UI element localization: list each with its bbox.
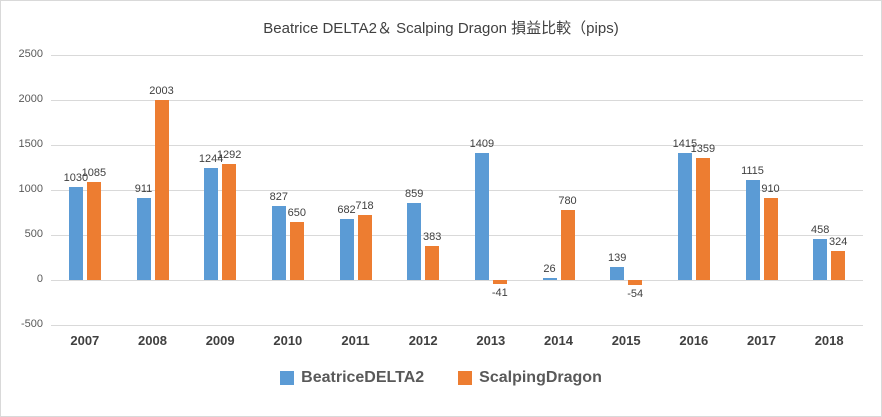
x-category-label: 2013 [476, 333, 506, 348]
bar-value-label: 859 [404, 187, 424, 200]
y-tick-label: -500 [20, 318, 43, 330]
gridline [51, 145, 863, 146]
bar-beatricedelta2-2017 [745, 179, 760, 280]
bar-value-label: 1085 [81, 167, 107, 180]
x-category-label: 2016 [679, 333, 709, 348]
bar-value-label: 827 [269, 190, 289, 203]
legend-swatch-orange [458, 371, 473, 385]
bar-value-label: 911 [134, 183, 153, 195]
bar-beatricedelta2-2009 [204, 168, 219, 280]
gridline [51, 235, 863, 236]
bar-value-label: -54 [627, 287, 644, 300]
x-category-label: 2009 [205, 333, 235, 348]
bar-scalpingdragon-2012 [425, 245, 440, 280]
bar-scalpingdragon-2018 [831, 250, 846, 280]
legend-label-scalpingdragon: ScalpingDragon [479, 369, 602, 386]
x-category-label: 2017 [747, 333, 776, 348]
bar-value-label: 910 [761, 183, 780, 196]
plot-area: -500 0 500 1000 1500 2000 2500 1030 1085 911 2003 1… [19, 48, 863, 330]
gridline [51, 55, 863, 56]
bar-value-label: 682 [337, 203, 356, 216]
bar-beatricedelta2-2018 [813, 238, 828, 280]
bar-value-label: 2003 [149, 84, 174, 97]
bar-value-label: 139 [607, 252, 627, 265]
bar-value-label: 650 [287, 206, 307, 219]
bar-scalpingdragon-2008 [154, 99, 169, 280]
bar-scalpingdragon-2015 [628, 280, 643, 285]
bar-scalpingdragon-2013 [492, 280, 507, 284]
y-tick-label: 0 [36, 273, 43, 285]
x-category-label: 2015 [611, 333, 641, 348]
bar-scalpingdragon-2014 [560, 209, 575, 280]
y-tick-label: 500 [24, 228, 43, 240]
bar-scalpingdragon-2007 [86, 182, 101, 280]
legend-swatch-blue [280, 371, 295, 385]
x-axis: 2007 2008 2009 2010 2011 2012 2013 2014 2015 2016… [51, 333, 863, 353]
bar-value-label: 1115 [741, 164, 764, 177]
x-category-label: 2010 [273, 333, 303, 348]
bar-beatricedelta2-2016 [677, 152, 692, 280]
bar-scalpingdragon-2010 [289, 221, 304, 280]
gridline [51, 190, 863, 191]
bar-value-label: 1359 [690, 142, 716, 155]
y-tick-label: 1000 [18, 183, 43, 195]
bar-beatricedelta2-2010 [271, 205, 286, 280]
y-tick-label: 1500 [18, 138, 43, 150]
bar-value-label: 383 [422, 230, 442, 243]
bar-value-label: -41 [491, 286, 508, 299]
gridline [51, 100, 863, 101]
bar-value-label: 1244 [198, 153, 224, 166]
bar-value-label: 718 [355, 200, 374, 213]
bar-beatricedelta2-2014 [542, 277, 557, 280]
bar-value-label: 26 [543, 262, 556, 275]
bar-value-label: 458 [810, 223, 830, 236]
bar-scalpingdragon-2017 [763, 198, 778, 280]
bar-scalpingdragon-2011 [357, 215, 372, 280]
legend-item-beatricedelta2: BeatriceDELTA2 [280, 369, 424, 387]
gridline [51, 325, 863, 326]
x-category-label: 2011 [341, 333, 370, 348]
bar-value-label: 780 [558, 194, 577, 207]
bar-beatricedelta2-2011 [339, 218, 354, 280]
x-category-label: 2008 [138, 333, 167, 348]
bar-value-label: 324 [828, 235, 848, 248]
bar-value-label: 1292 [216, 148, 242, 161]
bar-value-label: 1415 [672, 137, 698, 150]
x-category-label: 2014 [544, 333, 573, 348]
bar-beatricedelta2-2008 [136, 198, 151, 280]
x-category-label: 2018 [814, 333, 844, 348]
bar-beatricedelta2-2012 [407, 202, 422, 280]
bar-value-label: 1409 [469, 138, 495, 151]
legend-item-scalpingdragon: ScalpingDragon [458, 369, 602, 387]
chart-title: Beatrice DELTA2＆ Scalping Dragon 損益比較（pi… [263, 20, 619, 37]
bar-scalpingdragon-2009 [222, 163, 237, 280]
x-category-label: 2012 [408, 333, 438, 348]
gridline [51, 280, 863, 281]
y-tick-label: 2000 [18, 93, 43, 105]
bar-beatricedelta2-2015 [610, 267, 625, 280]
bar-beatricedelta2-2007 [68, 187, 83, 280]
bar-value-label: 1030 [63, 172, 89, 185]
legend-label-beatricedelta2: BeatriceDELTA2 [301, 369, 425, 386]
x-category-label: 2007 [70, 333, 100, 348]
y-tick-label: 2500 [18, 48, 43, 60]
bar-scalpingdragon-2016 [695, 157, 710, 280]
bar-beatricedelta2-2013 [474, 153, 489, 280]
legend: BeatriceDELTA2 ScalpingDragon [1, 369, 881, 387]
